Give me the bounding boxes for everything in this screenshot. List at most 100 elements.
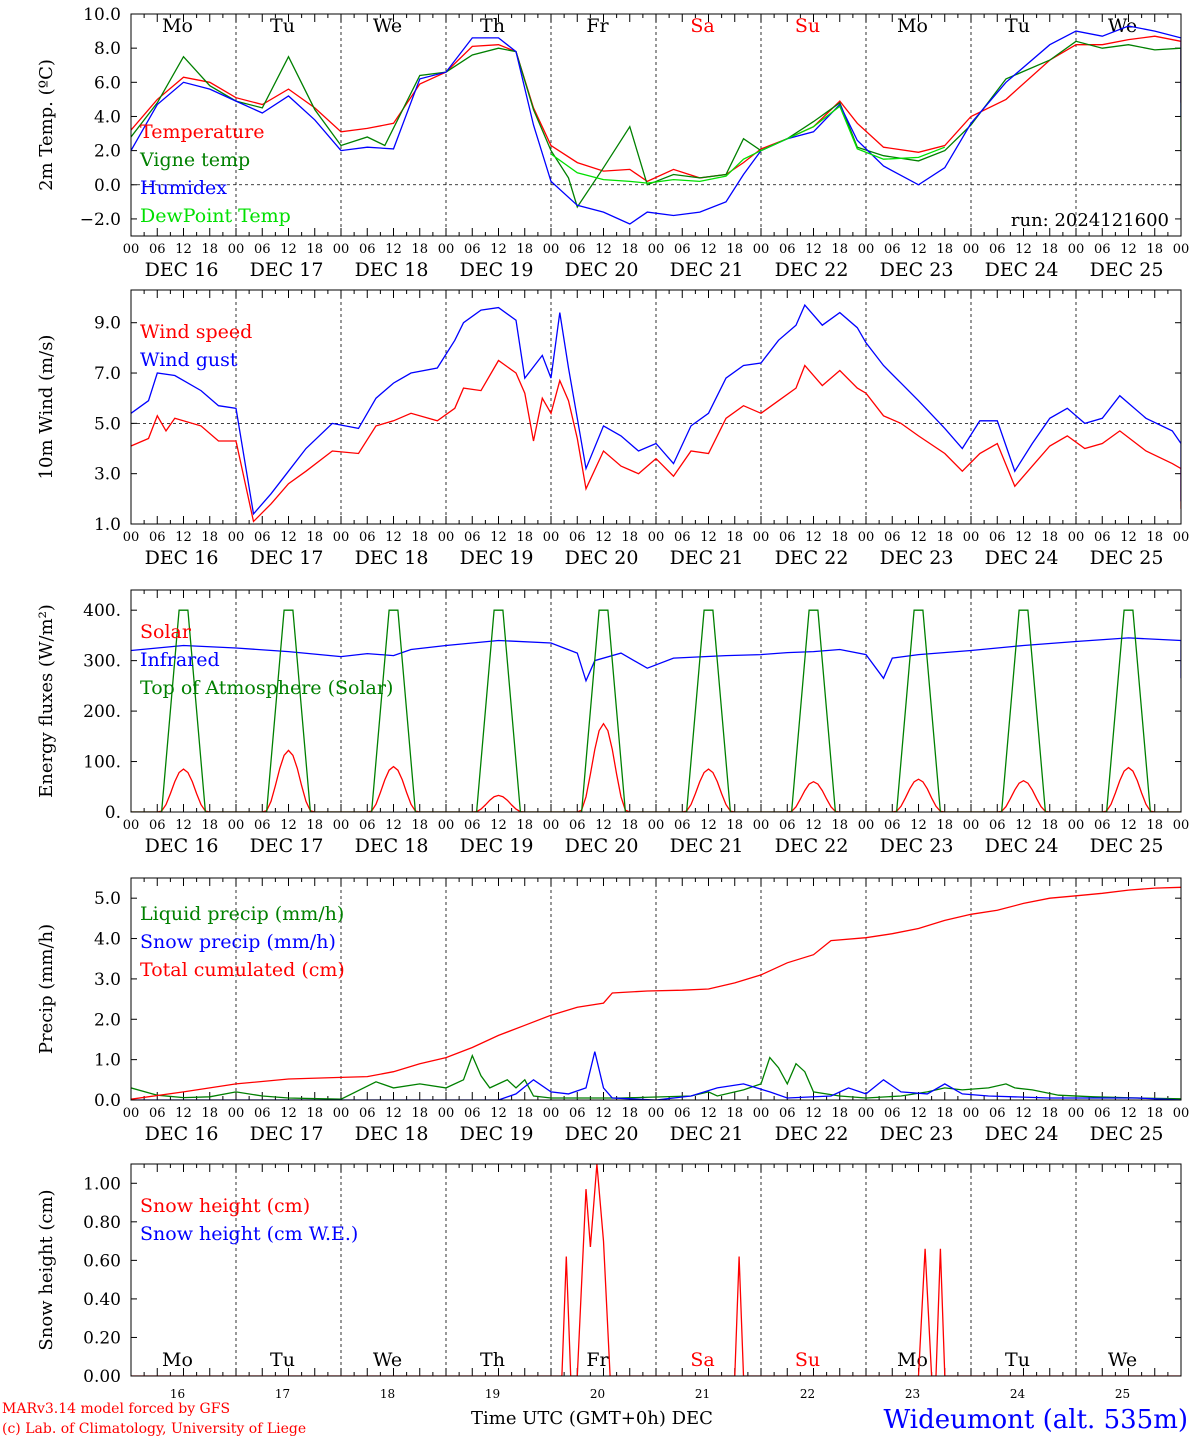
hour-label: 18	[936, 1106, 953, 1121]
y-tick-label: 3.0	[94, 465, 121, 485]
date-label: DEC 18	[355, 1123, 429, 1145]
hour-label: 00	[228, 242, 245, 257]
series-wind-speed-line	[131, 359, 1181, 523]
hour-label: 12	[175, 1106, 192, 1121]
series-snow-precip-mm-h-line	[131, 1051, 1181, 1100]
hour-label: 06	[884, 530, 901, 545]
hour-label: 12	[910, 1106, 927, 1121]
hour-label: 06	[464, 242, 481, 257]
hour-label: 12	[1015, 818, 1032, 833]
day-number-label: 17	[275, 1387, 290, 1401]
date-label: DEC 21	[670, 259, 744, 281]
y-tick-label: 0.40	[83, 1290, 121, 1310]
copyright-credit: (c) Lab. of Climatology, University of L…	[2, 1421, 306, 1437]
hour-label: 12	[1120, 242, 1137, 257]
hour-label: 18	[831, 530, 848, 545]
weekday-label: Tu	[1005, 1349, 1030, 1371]
y-tick-label: 0.20	[83, 1328, 121, 1348]
hour-label: 06	[989, 530, 1006, 545]
weekday-label: Sa	[690, 15, 714, 37]
hour-label: 00	[1173, 530, 1190, 545]
legend-entry: Wind speed	[140, 321, 252, 343]
day-number-label: 19	[485, 1387, 500, 1401]
hour-label: 00	[123, 818, 140, 833]
hour-label: 06	[254, 818, 271, 833]
series-total-cumulated-cm-line	[131, 886, 1181, 1100]
day-number-label: 23	[905, 1387, 920, 1401]
weekday-label: We	[373, 1349, 402, 1371]
hour-label: 12	[910, 530, 927, 545]
weekday-label: We	[1108, 1349, 1137, 1371]
hour-label: 06	[1094, 242, 1111, 257]
hour-label: 00	[228, 818, 245, 833]
date-label: DEC 20	[565, 547, 639, 569]
date-label: DEC 20	[565, 1123, 639, 1145]
date-label: DEC 23	[880, 547, 954, 569]
hour-label: 06	[989, 818, 1006, 833]
hour-label: 00	[648, 242, 665, 257]
hour-label: 00	[963, 1106, 980, 1121]
hour-label: 18	[306, 242, 323, 257]
y-tick-label: 100.	[83, 753, 121, 773]
hour-label: 06	[779, 242, 796, 257]
y-tick-label: 0.80	[83, 1213, 121, 1233]
y-axis-label: 10m Wind (m/s)	[36, 335, 57, 480]
hour-label: 18	[201, 530, 218, 545]
date-label: DEC 24	[985, 835, 1059, 857]
hour-label: 12	[910, 818, 927, 833]
panel-2: 1.0 3.0 5.0 7.0 9.0 10m Wind (m/s) 00 06 12 18 DEC…	[36, 289, 1190, 569]
hour-label: 18	[411, 1106, 428, 1121]
hour-label: 12	[595, 242, 612, 257]
plot-frame	[130, 13, 1182, 237]
series-top-of-atmosphere-solar-line	[131, 609, 1181, 812]
hour-label: 06	[989, 242, 1006, 257]
legend-entry: Snow height (cm W.E.)	[140, 1223, 358, 1245]
y-tick-label: 4.0	[94, 930, 121, 950]
y-tick-label: 0.0	[94, 1091, 121, 1111]
date-label: DEC 22	[775, 1123, 849, 1145]
hour-label: 06	[149, 242, 166, 257]
date-label: DEC 23	[880, 835, 954, 857]
y-axis-label: Energy fluxes (W/m²)	[36, 604, 57, 798]
weekday-label: Su	[795, 1349, 820, 1371]
y-tick-label: 9.0	[94, 314, 121, 334]
legend-entry: Humidex	[140, 177, 227, 199]
date-label: DEC 25	[1090, 547, 1164, 569]
hour-label: 00	[1068, 530, 1085, 545]
hour-label: 12	[700, 242, 717, 257]
hour-label: 12	[805, 1106, 822, 1121]
hour-label: 18	[831, 1106, 848, 1121]
hour-label: 00	[858, 242, 875, 257]
hour-label: 00	[1068, 818, 1085, 833]
hour-label: 00	[438, 818, 455, 833]
hour-label: 18	[1041, 818, 1058, 833]
hour-label: 06	[359, 242, 376, 257]
hour-label: 06	[674, 242, 691, 257]
hour-label: 00	[753, 1106, 770, 1121]
hour-label: 06	[779, 818, 796, 833]
hour-label: 12	[280, 1106, 297, 1121]
hour-label: 12	[1015, 530, 1032, 545]
day-number-label: 21	[695, 1387, 710, 1401]
hour-label: 00	[543, 1106, 560, 1121]
hour-label: 18	[201, 242, 218, 257]
hour-label: 06	[359, 818, 376, 833]
y-tick-label: 5.0	[94, 414, 121, 434]
y-tick-label: 7.0	[94, 364, 121, 384]
hour-label: 00	[438, 1106, 455, 1121]
hour-label: 06	[569, 530, 586, 545]
hour-label: 06	[359, 1106, 376, 1121]
panel-3: 0. 100. 200. 300. 400. Energy fluxes (W/m²) 00…	[36, 589, 1189, 857]
y-tick-label: 0.	[105, 803, 121, 823]
weekday-label: Th	[480, 1349, 505, 1371]
plot-frame	[130, 1163, 1182, 1377]
date-label: DEC 20	[565, 835, 639, 857]
date-label: DEC 22	[775, 259, 849, 281]
weekday-label: We	[1108, 15, 1137, 37]
hour-label: 18	[1041, 530, 1058, 545]
plot-frame	[130, 289, 1182, 525]
hour-label: 00	[123, 1106, 140, 1121]
hour-label: 12	[280, 818, 297, 833]
hour-label: 00	[648, 818, 665, 833]
hour-label: 00	[753, 818, 770, 833]
